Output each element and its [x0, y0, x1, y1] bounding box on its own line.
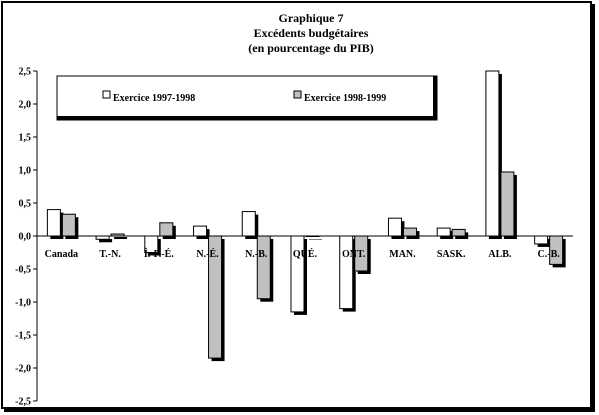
bar-1997-1998 [241, 211, 256, 237]
bar-1998-1999 [500, 171, 515, 237]
category-labels: Canada T.-N. Î.-P.-É. N.-É. N.-B. QUÉ. ONT. MAN… [45, 248, 561, 260]
bar-1998-1999 [208, 235, 223, 359]
bar-1998-1999 [402, 227, 417, 237]
category-label: N.-B. [245, 249, 268, 260]
legend-label-1997-1998: Exercice 1997-1998 [113, 93, 195, 104]
bar-1997-1998 [290, 235, 305, 313]
chart-title: Graphique 7 Excédents budgétaires (en po… [248, 11, 373, 55]
legend-label-1998-1999: Exercice 1998-1999 [304, 93, 386, 104]
bar-shadow [114, 237, 128, 239]
bar-1997-1998 [534, 235, 549, 245]
legend-swatch-1998-1999 [293, 90, 302, 99]
bar-1998-1999 [354, 235, 369, 272]
y-tick-label: 2,0 [19, 100, 32, 111]
category-label: T.-N. [99, 249, 121, 260]
legend-swatch-1997-1998 [102, 90, 111, 99]
y-tick-label: -2,0 [15, 364, 31, 375]
bar-1997-1998 [95, 235, 110, 240]
y-tick-label: -2,5 [15, 397, 31, 408]
bar-1998-1999 [305, 235, 320, 237]
chart-frame: Graphique 7 Excédents budgétaires (en po… [1, 1, 592, 409]
category-label: QUÉ. [293, 248, 318, 260]
bar-shadow [99, 239, 113, 243]
legend-box-right-edge [433, 76, 437, 120]
y-tick-label: -1,0 [15, 298, 31, 309]
title-line-1: Graphique 7 [278, 11, 343, 25]
y-tick-label: 1,5 [19, 133, 32, 144]
bar-1997-1998 [193, 225, 208, 237]
y-tick-label: -0,5 [15, 265, 31, 276]
category-label: Canada [45, 249, 78, 260]
bar-1998-1999 [256, 235, 271, 300]
bar-1998-1999 [61, 213, 76, 237]
category-label: Î.-P.-É. [144, 248, 174, 260]
title-line-2: Excédents budgétaires [254, 26, 369, 40]
bar-chart: Graphique 7 Excédents budgétaires (en po… [15, 11, 573, 408]
title-line-3: (en pourcentage du PIB) [248, 41, 373, 55]
legend-box [56, 75, 438, 121]
bar-1998-1999 [110, 233, 125, 237]
legend: Exercice 1997-1998 Exercice 1998-1999 [56, 75, 438, 121]
bar-1997-1998 [485, 70, 500, 237]
bar-shadow [309, 239, 322, 240]
bar-1998-1999 [549, 235, 564, 265]
y-tick-label: -1,5 [15, 331, 31, 342]
y-tick-label: 2,5 [19, 67, 32, 78]
y-tick-label: 0,5 [19, 199, 32, 210]
bar-1998-1999 [451, 228, 466, 237]
legend-box-bottom-edge [57, 116, 437, 120]
y-tick-label: 1,0 [19, 166, 32, 177]
category-label: N.-É. [196, 248, 219, 260]
bar-1997-1998 [436, 227, 451, 237]
category-label: ALB. [488, 249, 512, 260]
category-label: MAN. [389, 249, 416, 260]
category-label: ONT. [342, 249, 366, 260]
bar-1997-1998 [46, 209, 61, 237]
y-tick-label: 0,0 [19, 232, 32, 243]
category-label: C.-B. [538, 249, 561, 260]
bars [46, 70, 566, 362]
category-label: SASK. [437, 249, 466, 260]
bar-1998-1999 [159, 222, 174, 237]
bar-1997-1998 [387, 217, 402, 237]
bar-1997-1998 [339, 235, 354, 310]
y-axis: 2,5 2,0 1,5 1,0 0,5 0,0 -0,5 -1,0 -1,5 -2,0 -2,5 [15, 67, 573, 408]
bar-1997-1998 [144, 235, 159, 253]
